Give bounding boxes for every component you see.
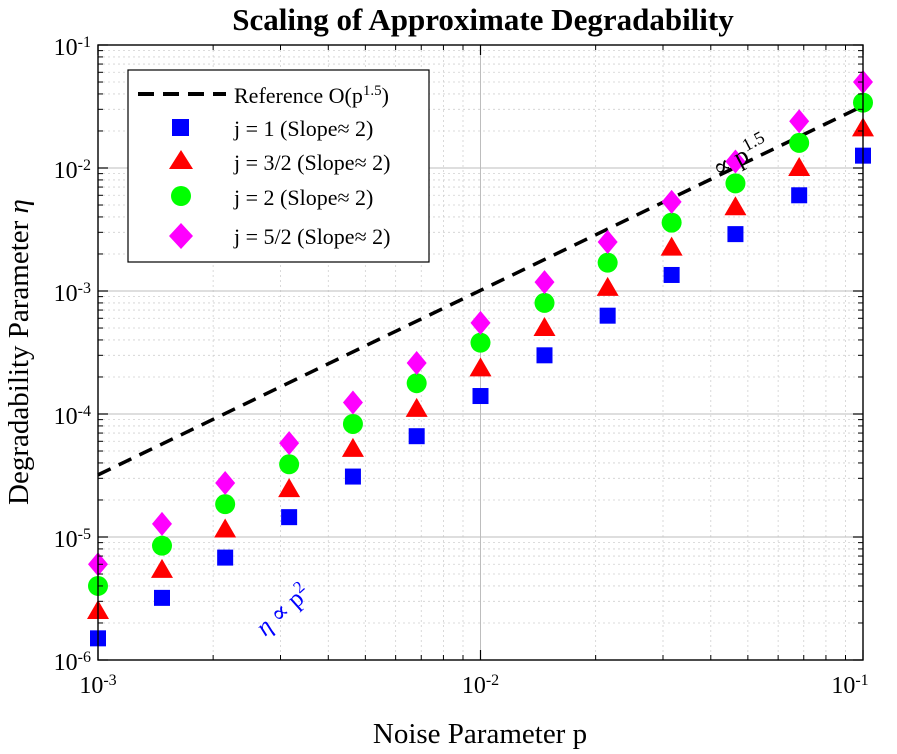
marker-triangle-1-10 [724,196,747,216]
marker-square-0-5 [408,428,425,445]
marker-square-0-8 [599,307,616,324]
marker-circle-2-6 [470,332,491,353]
marker-diamond-3-9 [661,189,682,214]
marker-square-0-7 [536,347,553,364]
marker-triangle-1-9 [660,236,683,256]
marker-diamond-3-2 [215,470,236,495]
legend-label-j5-2: j = 5/2 (Slope≈ 2) [233,224,390,249]
x-axis-label: Noise Parameter p [373,718,587,750]
marker-square-0-2 [217,549,234,566]
marker-triangle-1-11 [788,157,811,176]
axis-ticks [97,44,864,661]
y-tick-label-1e-4: 10-4 [54,403,91,431]
y-axis-label: Degradability Parameter η [3,199,35,505]
marker-circle-2-8 [597,252,618,273]
legend-marker-j1 [172,119,189,136]
data-markers [87,70,874,647]
x-tick-label-1e-2: 10-2 [462,672,499,700]
marker-square-0-4 [344,468,361,485]
legend-marker-j3-2 [169,150,193,169]
x-tick-label-1e-3: 10-3 [79,672,116,700]
marker-diamond-3-7 [534,270,555,295]
marker-diamond-3-1 [151,511,172,536]
legend-marker-j5-2 [169,223,193,249]
marker-triangle-1-8 [596,276,619,296]
chart-title: Scaling of Approximate Degradability [232,2,734,37]
marker-triangle-1-6 [469,357,492,377]
y-tick-label-1e-1: 10-1 [54,34,91,62]
marker-square-0-11 [791,187,808,204]
y-tick-label-1e-3: 10-3 [54,280,91,308]
legend-label-j1: j = 1 (Slope≈ 2) [233,116,373,141]
marker-diamond-3-6 [470,310,491,335]
marker-diamond-3-3 [279,431,300,456]
legend: Reference O(p1.5) j = 1 (Slope≈ 2) j = 3… [127,69,430,263]
marker-triangle-1-4 [341,437,364,457]
x-tick-label-1e-1: 10-1 [831,672,868,700]
marker-triangle-1-2 [214,518,237,538]
marker-circle-2-3 [279,454,300,475]
marker-triangle-1-7 [533,317,556,337]
reference-line [97,104,864,477]
y-tick-label-1e-6: 10-6 [54,649,91,677]
marker-circle-2-2 [215,494,236,515]
marker-square-0-3 [281,509,298,526]
legend-label-j3-2: j = 3/2 (Slope≈ 2) [233,150,390,175]
y-tick-label-1e-5: 10-5 [54,526,91,554]
y-tick-label-1e-2: 10-2 [54,157,91,185]
marker-diamond-3-5 [406,350,427,375]
reference-line-group [97,104,864,477]
marker-diamond-3-10 [725,149,746,174]
marker-triangle-1-1 [150,558,173,578]
marker-circle-2-5 [406,373,427,394]
marker-circle-2-11 [789,132,810,153]
legend-label-j2: j = 2 (Slope≈ 2) [233,185,373,210]
x-tick-labels: 10-3 10-2 10-1 [79,672,868,700]
legend-marker-j2 [171,186,191,206]
marker-circle-2-4 [342,413,363,434]
y-tick-labels: 10-6 10-5 10-4 10-3 10-2 10-1 [54,34,91,677]
marker-square-0-10 [727,226,744,243]
marker-diamond-3-4 [342,390,363,415]
marker-square-0-6 [472,388,489,405]
marker-triangle-1-5 [405,397,428,417]
marker-square-0-9 [663,266,680,283]
legend-reference-label: Reference O(p1.5) [234,83,389,108]
marker-triangle-1-3 [278,478,301,498]
marker-circle-2-10 [725,173,746,194]
marker-diamond-3-11 [789,109,810,134]
marker-circle-2-9 [661,212,682,233]
marker-circle-2-1 [151,535,172,556]
marker-diamond-3-8 [597,230,618,255]
marker-circle-2-7 [534,292,555,313]
marker-square-0-1 [153,589,170,606]
